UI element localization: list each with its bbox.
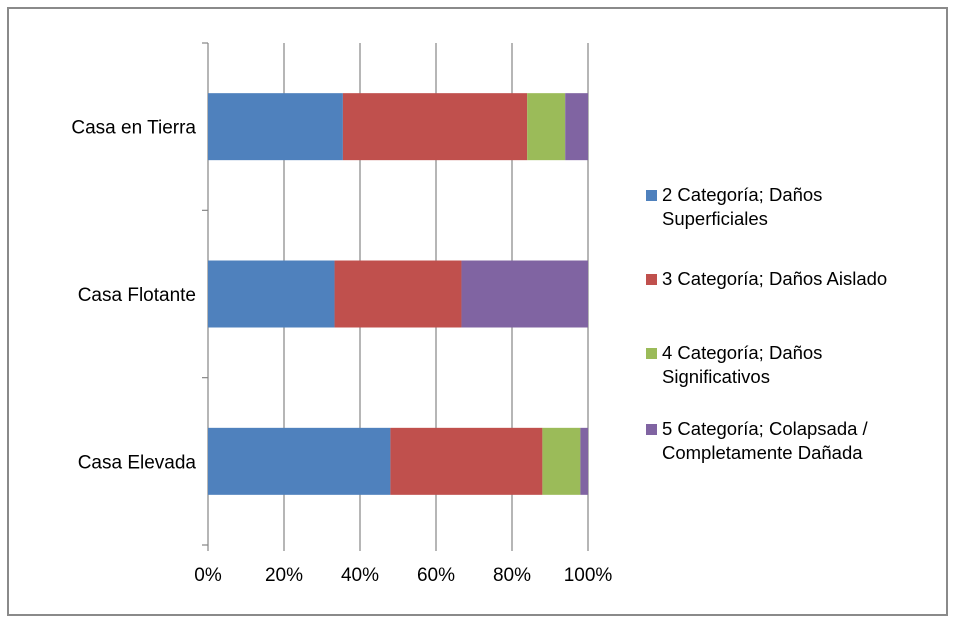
bar-2-series-2 [542,427,581,495]
legend-label-0: 2 Categoría; Daños Superficiales [662,184,822,229]
x-tick-label-0: 0% [194,565,222,586]
bar-0-series-0 [208,93,343,161]
bar-0-series-1 [342,93,528,161]
category-label-2: Casa Elevada [78,452,197,473]
x-tick-label-1: 20% [265,565,303,586]
bar-1-series-1 [334,260,462,328]
legend-swatch-1 [646,274,657,285]
x-tick-label-3: 60% [417,565,455,586]
bar-0-series-2 [527,93,566,161]
category-label-0: Casa en Tierra [71,118,196,139]
bar-2-series-1 [390,427,543,495]
bar-2-series-0 [208,427,391,495]
category-label-1: Casa Flotante [78,285,196,306]
bar-2-series-3 [580,427,588,495]
legend-label-2: 4 Categoría; Daños Significativos [662,342,822,387]
x-tick-label-4: 80% [493,565,531,586]
bar-0-series-3 [565,93,588,161]
chart-frame: 0% 20% 40% 60% 80% 100% Casa en Tierra Casa Flo… [7,7,948,616]
bar-1-series-3 [461,260,588,328]
x-tick-label-5: 100% [564,565,613,586]
bar-1-series-0 [208,260,335,328]
stacked-bar-chart: 0% 20% 40% 60% 80% 100% Casa en Tierra Casa Flo… [71,42,887,586]
legend-label-3: 5 Categoría; Colapsada / Completamente Da… [662,418,869,463]
legend-label-1: 3 Categoría; Daños Aislado [662,268,887,289]
legend-swatch-2 [646,348,657,359]
x-tick-label-2: 40% [341,565,379,586]
legend-swatch-3 [646,424,657,435]
legend-swatch-0 [646,190,657,201]
